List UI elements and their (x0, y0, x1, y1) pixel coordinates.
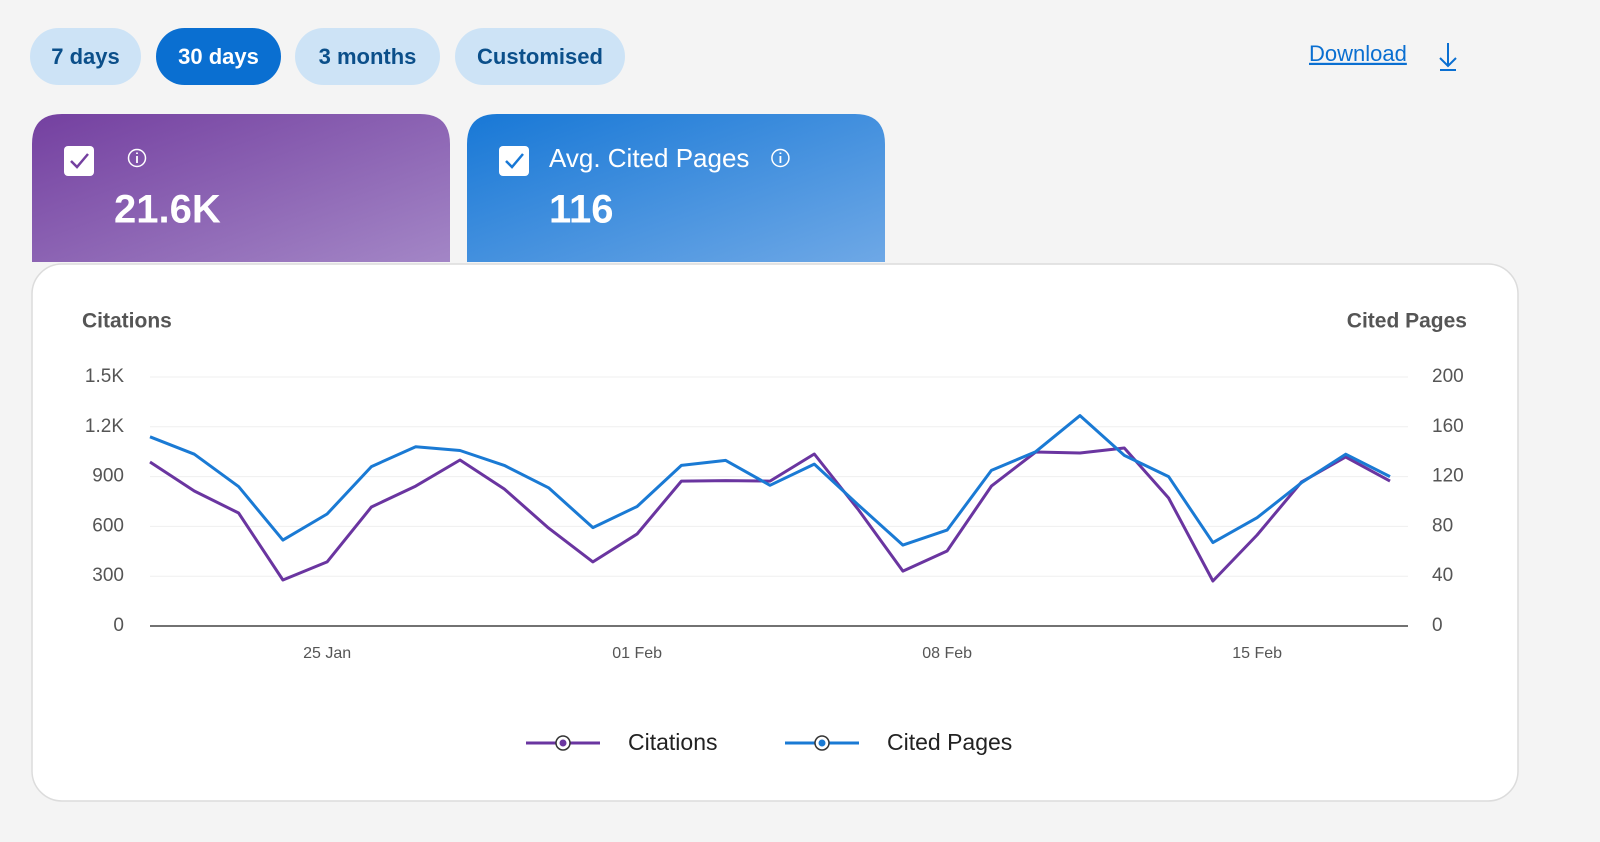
info-icon (127, 148, 147, 168)
y-tick-label: 600 (92, 515, 124, 536)
filter-button[interactable] (156, 28, 281, 85)
filter-label[interactable]: Customised (477, 44, 603, 69)
series-line (149, 414, 1391, 547)
y-tick-label: 900 (92, 466, 124, 487)
filter-label[interactable]: 30 days (178, 44, 259, 69)
info-icon (771, 148, 790, 168)
metric-card[interactable] (467, 114, 885, 262)
y2-tick-label: 80 (1432, 515, 1453, 536)
x-tick-label: 25 Jan (303, 645, 351, 662)
y2-axis-title: Cited Pages (1347, 310, 1467, 333)
metric-card[interactable] (32, 114, 450, 262)
filter-button[interactable] (455, 28, 625, 85)
checkbox[interactable] (64, 146, 94, 176)
legend-label[interactable]: Citations (628, 729, 717, 755)
check-mark (505, 153, 524, 169)
card-label: Avg. Cited Pages (549, 143, 749, 173)
y-tick-label: 1.5K (85, 366, 124, 387)
x-tick-label: 01 Feb (612, 645, 662, 662)
y-axis-title: Citations (82, 310, 172, 333)
x-tick-label: 08 Feb (922, 645, 972, 662)
card-value: 21.6K (114, 188, 221, 232)
y-tick-label: 300 (92, 565, 124, 586)
chart-panel (31, 263, 1519, 802)
y2-tick-label: 120 (1432, 466, 1464, 487)
y-tick-label: 1.2K (85, 416, 124, 437)
legend-marker-dot[interactable] (559, 739, 567, 747)
card-value: 116 (549, 188, 614, 232)
legend-marker-dot[interactable] (818, 739, 826, 747)
checkbox[interactable] (499, 146, 529, 176)
y2-tick-label: 0 (1432, 615, 1443, 636)
y2-tick-label: 40 (1432, 565, 1453, 586)
download-link[interactable]: Download (1309, 41, 1407, 66)
y2-tick-label: 200 (1432, 366, 1464, 387)
filter-label[interactable]: 3 months (319, 44, 417, 69)
x-tick-label: 15 Feb (1232, 645, 1282, 662)
filter-label[interactable]: 7 days (51, 44, 120, 69)
legend-label[interactable]: Cited Pages (887, 729, 1012, 755)
filter-button[interactable] (295, 28, 440, 85)
filter-button[interactable] (30, 28, 141, 85)
y2-tick-label: 160 (1432, 416, 1464, 437)
series-line (149, 446, 1391, 583)
check-mark (70, 153, 89, 169)
y-tick-label: 0 (113, 615, 124, 636)
download-icon[interactable] (1439, 43, 1457, 71)
